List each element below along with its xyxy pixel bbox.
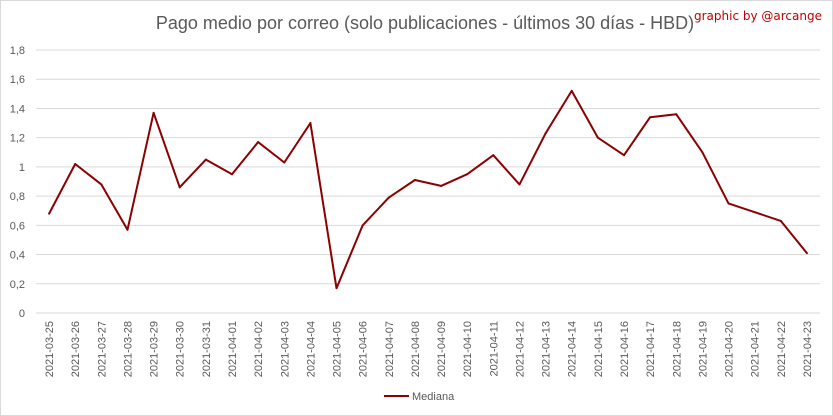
- y-axis-ticks: 0 0,2 0,4 0,6 0,8 1 1,2 1,4 1,6 1,8: [10, 45, 25, 320]
- legend: Mediana: [384, 391, 455, 403]
- x-tick-label: 2021-04-01: [227, 321, 239, 377]
- data-point: [701, 151, 704, 154]
- chart-title: Pago medio por correo (solo publicacione…: [156, 13, 694, 33]
- y-tick-label: 0,8: [10, 191, 25, 203]
- x-tick-label: 2021-03-31: [201, 321, 213, 377]
- data-point: [753, 211, 756, 214]
- data-point: [231, 173, 233, 176]
- data-point: [100, 183, 103, 186]
- data-point: [623, 154, 625, 157]
- data-point: [48, 212, 51, 215]
- data-point: [152, 111, 155, 114]
- y-tick-label: 1,4: [10, 103, 25, 115]
- data-point: [413, 179, 416, 182]
- data-point: [178, 186, 181, 189]
- x-tick-label: 2021-03-29: [149, 321, 161, 377]
- data-point: [675, 113, 678, 116]
- x-tick-label: 2021-04-09: [436, 321, 448, 377]
- x-tick-label: 2021-03-30: [175, 321, 187, 377]
- x-tick-label: 2021-04-12: [514, 321, 526, 377]
- data-point: [596, 136, 599, 139]
- x-tick-label: 2021-04-20: [724, 321, 736, 377]
- x-tick-label: 2021-04-03: [279, 321, 291, 377]
- x-tick-label: 2021-04-22: [776, 321, 788, 377]
- y-tick-label: 0,6: [10, 220, 25, 232]
- x-tick-label: 2021-04-15: [593, 321, 605, 377]
- x-tick-label: 2021-04-18: [671, 321, 683, 377]
- data-point: [126, 228, 129, 231]
- data-point: [335, 287, 338, 290]
- data-point: [387, 196, 390, 199]
- y-tick-label: 0: [19, 308, 25, 320]
- legend-label-mediana: Mediana: [412, 391, 455, 403]
- x-tick-label: 2021-04-14: [567, 321, 579, 377]
- chart-credit: graphic by @arcange: [694, 9, 822, 23]
- data-point: [492, 154, 495, 157]
- data-point: [257, 141, 260, 144]
- y-tick-label: 0,4: [10, 250, 25, 262]
- data-point: [309, 122, 312, 125]
- data-point: [779, 219, 782, 222]
- x-tick-label: 2021-03-27: [96, 321, 108, 377]
- data-point: [440, 184, 443, 187]
- series-layer: [48, 89, 808, 290]
- data-point: [518, 183, 521, 186]
- x-tick-label: 2021-04-05: [332, 321, 344, 377]
- x-tick-label: 2021-03-28: [122, 321, 134, 377]
- x-tick-label: 2021-04-13: [541, 321, 553, 377]
- y-tick-label: 1: [19, 162, 25, 174]
- data-point: [805, 252, 808, 255]
- y-tick-label: 1,2: [10, 133, 25, 145]
- x-tick-label: 2021-04-19: [697, 321, 709, 377]
- x-tick-label: 2021-04-08: [410, 321, 422, 377]
- x-tick-label: 2021-04-06: [358, 321, 370, 377]
- data-point: [466, 173, 469, 176]
- data-point: [283, 161, 286, 164]
- x-tick-label: 2021-03-26: [70, 321, 82, 377]
- y-tick-label: 1,6: [10, 74, 25, 86]
- x-tick-label: 2021-03-25: [44, 321, 56, 377]
- x-tick-label: 2021-04-02: [253, 321, 265, 377]
- x-tick-label: 2021-04-17: [645, 321, 657, 377]
- data-point: [74, 162, 77, 165]
- x-tick-label: 2021-04-07: [384, 321, 396, 377]
- y-tick-label: 0,2: [10, 279, 25, 291]
- x-tick-label: 2021-04-21: [750, 321, 762, 377]
- y-tick-label: 1,8: [10, 45, 25, 57]
- series-line-mediana: [48, 89, 808, 290]
- data-point: [649, 116, 652, 119]
- x-tick-label: 2021-04-23: [802, 321, 814, 377]
- data-point: [544, 132, 547, 135]
- data-point: [204, 158, 207, 161]
- x-axis-ticks: 2021-03-25 2021-03-26 2021-03-27 2021-03-28…: [44, 321, 814, 377]
- x-tick-label: 2021-04-10: [462, 321, 474, 377]
- data-point: [570, 89, 573, 92]
- x-tick-label: 2021-04-16: [619, 321, 631, 377]
- x-tick-label: 2021-04-04: [305, 321, 317, 377]
- data-point: [361, 224, 364, 227]
- data-point: [727, 202, 730, 205]
- gridlines: [36, 49, 820, 314]
- x-tick-label: 2021-04-11: [488, 321, 500, 376]
